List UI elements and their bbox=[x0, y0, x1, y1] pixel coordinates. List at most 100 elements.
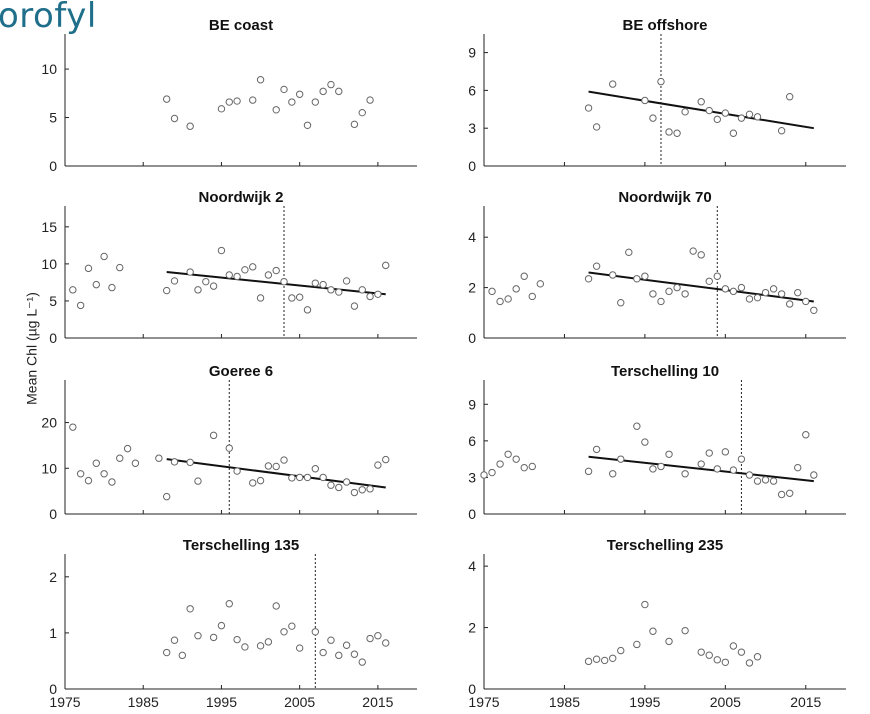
panel-4-data-point bbox=[729, 287, 738, 296]
panel-1-data-point bbox=[186, 122, 194, 130]
panel-5-data-point bbox=[327, 481, 335, 489]
panel-4-data-point bbox=[504, 295, 512, 303]
panel-7-title: Terschelling 135 bbox=[183, 537, 299, 554]
panel-6-data-point bbox=[657, 462, 665, 471]
panel-3-data-point bbox=[233, 272, 241, 281]
panel-8-x-tick-label: 2005 bbox=[710, 694, 741, 710]
panel-5-data-point bbox=[374, 461, 382, 469]
panel-7-data-point bbox=[280, 628, 288, 636]
panel-1-data-point bbox=[311, 98, 320, 106]
panel-8-y-tick-label: 0 bbox=[468, 681, 476, 697]
panel-3-data-point bbox=[288, 294, 296, 302]
panel-6-data-point bbox=[504, 450, 512, 458]
panel-5-data-point bbox=[108, 478, 116, 486]
panel-1-data-point bbox=[225, 98, 233, 106]
panel-3-data-point bbox=[256, 294, 265, 302]
panel-8-y-tick-label: 2 bbox=[468, 620, 476, 636]
panel-5-data-point bbox=[194, 477, 202, 485]
panel-2-data-point bbox=[753, 113, 762, 121]
panel-7-data-point bbox=[264, 638, 273, 646]
panel-5-y-tick-label: 20 bbox=[41, 415, 57, 431]
panel-4-data-point bbox=[528, 292, 536, 301]
panel-1-data-point bbox=[272, 106, 280, 114]
panel-4-data-point bbox=[633, 275, 641, 283]
panel-2-data-point bbox=[705, 106, 713, 115]
panel-6-data-point bbox=[785, 489, 794, 497]
panel-4-y-tick-label: 2 bbox=[468, 280, 476, 296]
panel-8-x-tick-label: 1985 bbox=[549, 694, 580, 710]
panel-6-data-point bbox=[729, 466, 738, 474]
panel-7-x-tick-label: 1975 bbox=[49, 694, 80, 710]
panel-4-title: Noordwijk 70 bbox=[618, 189, 711, 206]
panel-2-data-point bbox=[737, 114, 746, 122]
panel-7-data-point bbox=[319, 648, 327, 657]
panel-7-data-point bbox=[162, 648, 171, 657]
panel-3-data-point bbox=[170, 277, 179, 285]
panel-4-data-point bbox=[536, 280, 545, 288]
panel-4-y-tick-label: 4 bbox=[468, 229, 476, 245]
panel-7-x-tick-label: 1995 bbox=[206, 694, 237, 710]
panel-2-data-point bbox=[745, 110, 754, 119]
panel-7-data-point bbox=[272, 602, 280, 610]
panel-7-data-point bbox=[209, 633, 218, 642]
panel-8-data-point bbox=[584, 657, 593, 666]
panel-4-y-tick-label: 0 bbox=[468, 330, 476, 346]
panel-7-data-point bbox=[217, 621, 226, 630]
panel-5-data-point bbox=[76, 470, 85, 478]
panel-3-data-point bbox=[350, 302, 359, 310]
panel-3-data-point bbox=[382, 261, 390, 270]
panel-8-data-point bbox=[705, 651, 713, 659]
panel-6-data-point bbox=[721, 448, 730, 456]
panel-5-data-point bbox=[319, 473, 327, 482]
panel-6-trend-line bbox=[588, 455, 814, 483]
panel-7-data-point bbox=[288, 622, 296, 630]
panel-3-data-point bbox=[162, 286, 171, 295]
panel-3-data-point bbox=[225, 271, 233, 279]
panel-4-data-point bbox=[705, 277, 713, 285]
panel-5-data-point bbox=[84, 476, 93, 485]
panel-6-data-point bbox=[753, 477, 762, 485]
panel-3-data-point bbox=[280, 277, 288, 286]
panel-3-title: Noordwijk 2 bbox=[198, 189, 283, 206]
panel-6-data-point bbox=[512, 455, 520, 463]
panel-5-data-point bbox=[295, 473, 304, 482]
panel-1-y-tick-label: 10 bbox=[41, 61, 57, 77]
panel-5-data-point bbox=[116, 454, 124, 462]
panel-6-data-point bbox=[794, 463, 802, 472]
panel-4-data-point bbox=[802, 297, 810, 306]
panel-4-data-point bbox=[761, 288, 770, 297]
panel-6-data-point bbox=[769, 477, 778, 485]
panel-8-title: Terschelling 235 bbox=[607, 537, 723, 554]
panel-7-data-point bbox=[374, 632, 382, 640]
panel-7-data-point bbox=[358, 658, 366, 666]
panel-6-data-point bbox=[528, 462, 536, 471]
panel-1-data-point bbox=[249, 96, 257, 104]
panel-1-data-point bbox=[280, 85, 288, 94]
panel-5-data-point bbox=[272, 462, 280, 471]
panel-7-data-point bbox=[342, 641, 351, 649]
panel-8-data-point bbox=[745, 659, 754, 667]
panel-8-data-point bbox=[737, 648, 746, 656]
panel-3-data-point bbox=[241, 266, 249, 274]
panel-1-data-point bbox=[358, 108, 366, 117]
panel-5-data-point bbox=[358, 486, 366, 494]
panel-6-data-point bbox=[697, 460, 705, 468]
panel-6-y-tick-label: 0 bbox=[468, 506, 476, 522]
panel-8-data-point bbox=[729, 642, 738, 650]
panel-8-x-tick-label: 1975 bbox=[468, 694, 499, 710]
panel-1-data-point bbox=[295, 90, 304, 98]
panel-5-data-point bbox=[264, 462, 273, 470]
panel-3-data-point bbox=[186, 268, 194, 276]
panel-3-data-point bbox=[209, 282, 218, 290]
panel-8-data-point bbox=[592, 655, 601, 663]
panel-7-data-point bbox=[170, 636, 179, 644]
panel-5-data-point bbox=[342, 478, 351, 486]
panel-4-data-point bbox=[673, 283, 681, 292]
panel-5-data-point bbox=[170, 458, 179, 466]
panel-8-x-tick-label: 1995 bbox=[629, 694, 660, 710]
panel-4-data-point bbox=[496, 297, 504, 306]
panel-4-data-point bbox=[753, 293, 762, 302]
panel-7-data-point bbox=[382, 639, 390, 647]
panel-5-data-point bbox=[209, 431, 218, 440]
panel-5-data-point bbox=[123, 444, 132, 453]
